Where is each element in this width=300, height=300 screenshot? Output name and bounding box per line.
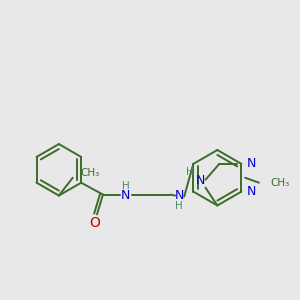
Text: H: H [122, 181, 130, 191]
Text: N: N [196, 174, 205, 187]
Text: N: N [246, 158, 256, 170]
Text: N: N [246, 185, 256, 198]
Text: N: N [121, 189, 130, 202]
Text: CH₃: CH₃ [271, 178, 290, 188]
Text: O: O [90, 216, 101, 230]
Text: CH₃: CH₃ [81, 168, 100, 178]
Text: H: H [176, 202, 183, 212]
Text: N: N [175, 189, 184, 202]
Text: H: H [186, 167, 194, 177]
